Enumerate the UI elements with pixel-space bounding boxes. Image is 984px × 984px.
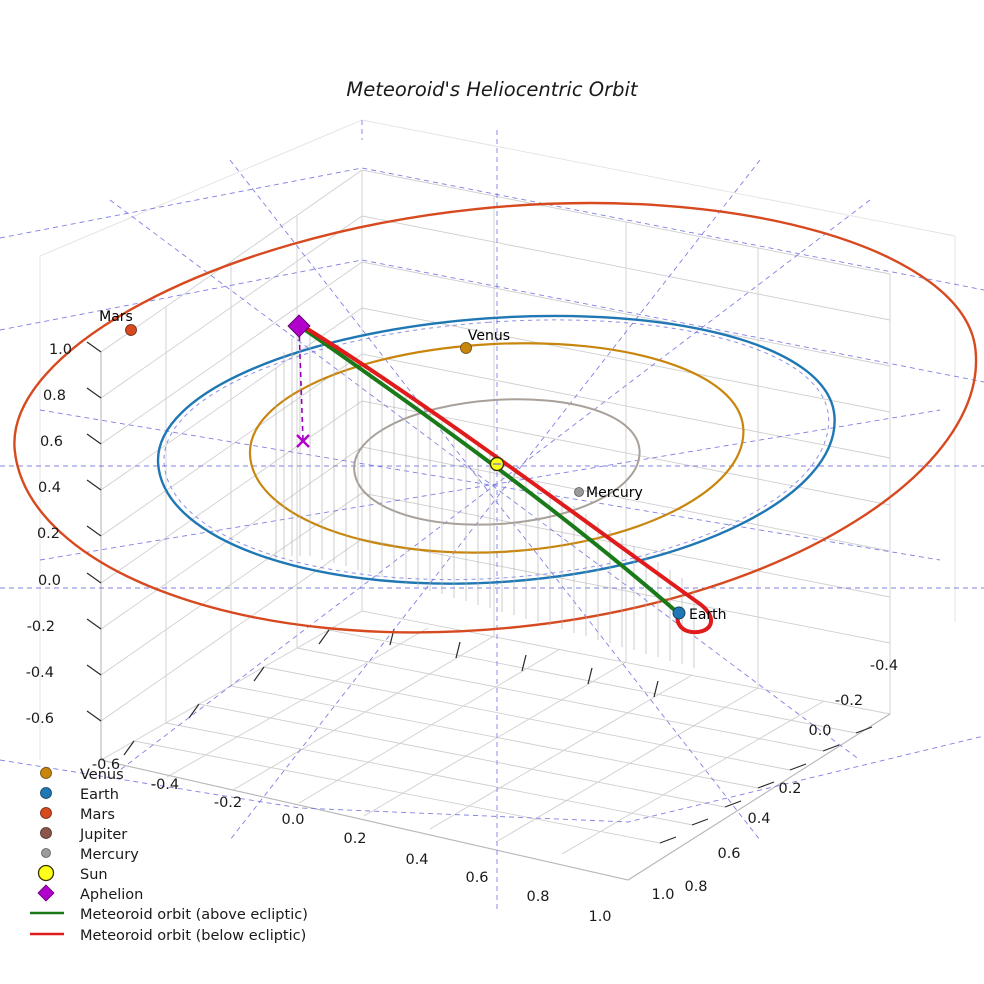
tick-label: 1.0 (651, 887, 674, 903)
venus-label: Venus (468, 328, 510, 344)
aphelion-drop-line (298, 326, 304, 441)
legend-item-earth[interactable]: Earth (40, 787, 119, 803)
tick-label: -0.6 (92, 757, 120, 773)
legend-label: Mercury (80, 847, 139, 863)
legend-item-venus[interactable]: Venus (40, 767, 124, 783)
aphelion-projection-marker (296, 434, 310, 448)
legend-label: Mars (80, 807, 115, 823)
tick-label: -0.4 (26, 665, 54, 681)
tick-label: 0.0 (38, 573, 61, 589)
tick-label: 1.0 (49, 342, 72, 358)
marker-earth: Earth (672, 606, 727, 623)
sun-marker (37, 864, 55, 882)
legend-item-meteoroid-above[interactable]: Meteoroid orbit (above ecliptic) (30, 907, 308, 923)
right-pane-grid (361, 169, 891, 714)
mars-label: Mars (99, 309, 133, 325)
legend-label: Meteoroid orbit (above ecliptic) (80, 907, 308, 923)
marker-venus: Venus (460, 328, 510, 354)
orbit-earth (156, 314, 836, 585)
tick-label: -0.2 (835, 693, 863, 709)
marker-aphelion (287, 314, 311, 338)
tick-label: 1.0 (588, 909, 611, 925)
legend-item-sun[interactable]: Sun (37, 864, 108, 884)
legend-label: Meteoroid orbit (below ecliptic) (80, 928, 306, 944)
legend-label: Venus (80, 767, 124, 783)
ecliptic-guide-lines (0, 120, 984, 910)
tick-label: 0.4 (405, 852, 428, 868)
page-title: Meteoroid's Heliocentric Orbit (346, 78, 639, 101)
orbit-mars (13, 201, 978, 634)
legend-label: Sun (80, 867, 108, 883)
legend-item-aphelion[interactable]: Aphelion (37, 884, 143, 903)
meteoroid-orbit-above-ecliptic (299, 325, 680, 615)
tick-label: 0.8 (526, 889, 549, 905)
marker-mars: Mars (99, 309, 137, 336)
tick-label: -0.4 (151, 777, 179, 793)
y-axis-tick-labels: -0.4 -0.2 0.0 0.2 0.4 0.6 0.8 1.0 (651, 658, 898, 903)
tick-label: 0.0 (281, 812, 304, 828)
marker-mercury: Mercury (574, 485, 643, 501)
z-axis-tick-labels: 1.0 0.8 0.6 0.4 0.2 0.0 -0.2 -0.4 -0.6 (26, 342, 72, 727)
tick-label: 0.4 (747, 811, 770, 827)
tick-label: 0.2 (37, 526, 60, 542)
filled-circle-marker (40, 787, 52, 799)
legend-label: Earth (80, 787, 119, 803)
legend-item-mars[interactable]: Mars (40, 807, 115, 823)
tick-label: 0.8 (43, 388, 66, 404)
tick-label: 0.0 (808, 723, 831, 739)
earth-label: Earth (689, 607, 727, 623)
axis-tick-marks (86, 341, 873, 844)
meteoroid-orbit-below-ecliptic (299, 323, 713, 635)
tick-label: 0.6 (40, 434, 63, 450)
mercury-label: Mercury (586, 485, 643, 501)
tick-label: 0.6 (717, 846, 740, 862)
orbit-venus (248, 342, 745, 554)
filled-circle-marker (40, 767, 52, 779)
axis-spines (100, 352, 891, 881)
meteoroid-stem-lines (275, 330, 695, 668)
legend-item-jupiter[interactable]: Jupiter (40, 827, 128, 843)
back-pane-grid (39, 119, 956, 760)
tick-label: -0.4 (870, 658, 898, 674)
tick-label: 0.2 (778, 781, 801, 797)
filled-circle-marker (40, 807, 52, 819)
x-axis-tick-labels: -0.6 -0.4 -0.2 0.0 0.2 0.4 0.6 0.8 1.0 (92, 757, 612, 925)
legend-label: Jupiter (79, 827, 127, 843)
orbit-earth-dashed (163, 319, 830, 581)
tick-label: 0.4 (38, 480, 61, 496)
tick-label: -0.2 (214, 795, 242, 811)
filled-circle-marker (40, 827, 52, 839)
tick-label: 0.2 (343, 831, 366, 847)
tick-label: 0.8 (684, 879, 707, 895)
legend-item-meteoroid-below[interactable]: Meteoroid orbit (below ecliptic) (30, 928, 306, 944)
tick-label: -0.2 (27, 619, 55, 635)
plot-3d-panes (39, 119, 956, 881)
tick-label: 0.6 (465, 870, 488, 886)
left-pane-grid (100, 169, 363, 760)
legend: Venus Earth Mars Jupiter Mercury (30, 767, 308, 944)
legend-label: Aphelion (80, 887, 143, 903)
bottom-pane-grid (99, 610, 892, 881)
tick-label: -0.6 (26, 711, 54, 727)
filled-circle-marker (41, 848, 51, 858)
legend-item-mercury[interactable]: Mercury (41, 847, 140, 863)
plot-annotations: Mars Venus Mercury Earth (99, 309, 726, 623)
diamond-marker (37, 884, 55, 902)
marker-sun (489, 456, 505, 472)
